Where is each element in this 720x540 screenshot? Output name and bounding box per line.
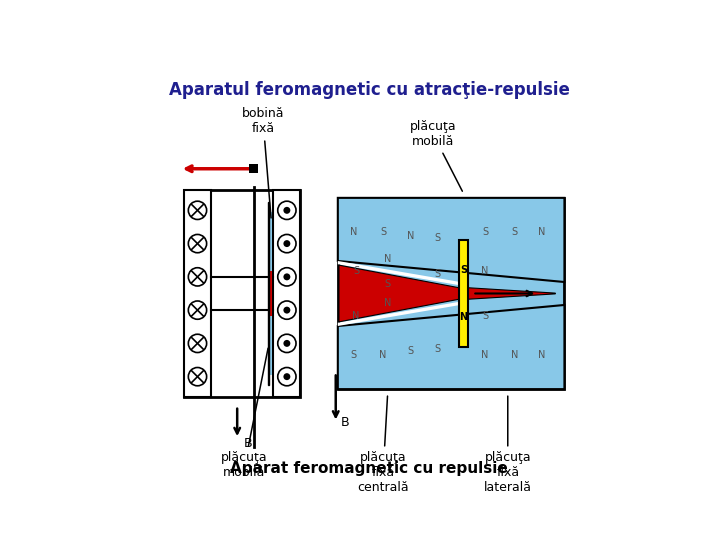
Polygon shape bbox=[338, 261, 460, 285]
Text: N: N bbox=[538, 227, 546, 237]
Text: S: S bbox=[434, 344, 441, 354]
Text: N: N bbox=[511, 350, 518, 360]
Text: S: S bbox=[380, 227, 386, 237]
Circle shape bbox=[189, 268, 207, 286]
Text: plăcuţa
mobilă: plăcuţa mobilă bbox=[410, 120, 462, 191]
Circle shape bbox=[284, 207, 290, 214]
Text: S: S bbox=[434, 233, 441, 243]
Text: N: N bbox=[538, 350, 546, 360]
Circle shape bbox=[284, 307, 290, 314]
Text: S: S bbox=[460, 265, 467, 275]
Bar bbox=[459, 240, 468, 347]
Bar bbox=[274, 190, 300, 397]
Circle shape bbox=[278, 368, 296, 386]
Polygon shape bbox=[338, 302, 460, 326]
Circle shape bbox=[189, 234, 207, 253]
Text: S: S bbox=[511, 227, 518, 237]
Text: Aparat feromagnetic cu repulsie: Aparat feromagnetic cu repulsie bbox=[230, 462, 508, 476]
Circle shape bbox=[278, 301, 296, 319]
Circle shape bbox=[189, 334, 207, 353]
Polygon shape bbox=[339, 265, 459, 322]
Text: B: B bbox=[243, 437, 252, 450]
Bar bbox=[249, 164, 258, 173]
Bar bbox=[184, 190, 300, 397]
Text: Aparatul feromagnetic cu atracţie-repulsie: Aparatul feromagnetic cu atracţie-repuls… bbox=[168, 82, 570, 99]
Text: bobină
fixă: bobină fixă bbox=[242, 107, 284, 218]
Text: N: N bbox=[407, 231, 414, 241]
Text: N: N bbox=[482, 350, 489, 360]
Bar bbox=[270, 316, 272, 375]
Text: plăcuţa
fixă
laterală: plăcuţa fixă laterală bbox=[484, 396, 532, 495]
Bar bbox=[270, 212, 272, 271]
Circle shape bbox=[284, 340, 290, 347]
Circle shape bbox=[189, 201, 207, 219]
Text: N: N bbox=[384, 298, 392, 308]
Text: S: S bbox=[482, 312, 488, 321]
Circle shape bbox=[189, 368, 207, 386]
Bar bbox=[338, 198, 564, 389]
Circle shape bbox=[278, 234, 296, 253]
Text: S: S bbox=[351, 350, 356, 360]
Text: S: S bbox=[408, 346, 413, 356]
Text: S: S bbox=[353, 266, 359, 275]
Text: S: S bbox=[434, 269, 441, 279]
Text: plăcuţa
mobilă: plăcuţa mobilă bbox=[221, 348, 268, 480]
Circle shape bbox=[189, 301, 207, 319]
Text: N: N bbox=[350, 227, 357, 237]
Bar bbox=[270, 271, 272, 316]
Polygon shape bbox=[338, 198, 564, 282]
Circle shape bbox=[278, 334, 296, 353]
Circle shape bbox=[278, 201, 296, 219]
Text: N: N bbox=[459, 312, 468, 322]
Text: S: S bbox=[482, 227, 488, 237]
Text: N: N bbox=[352, 312, 359, 321]
Bar bbox=[184, 190, 211, 397]
Polygon shape bbox=[338, 305, 564, 389]
Circle shape bbox=[284, 240, 290, 247]
Text: N: N bbox=[482, 266, 489, 275]
Circle shape bbox=[284, 273, 290, 280]
Circle shape bbox=[284, 373, 290, 380]
Text: N: N bbox=[379, 350, 387, 360]
Polygon shape bbox=[468, 288, 555, 299]
Text: B: B bbox=[341, 416, 350, 429]
Text: N: N bbox=[384, 254, 392, 264]
Bar bbox=[268, 202, 269, 385]
Text: S: S bbox=[384, 279, 391, 289]
Text: plăcuţa
fixă
centrală: plăcuţa fixă centrală bbox=[357, 396, 409, 495]
Circle shape bbox=[278, 268, 296, 286]
